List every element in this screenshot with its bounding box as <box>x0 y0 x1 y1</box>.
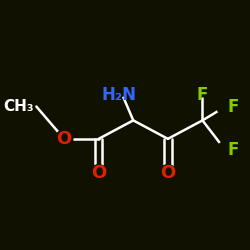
Text: O: O <box>91 164 106 182</box>
Circle shape <box>90 165 108 182</box>
Circle shape <box>217 142 234 159</box>
Circle shape <box>55 130 73 148</box>
Text: F: F <box>197 86 208 104</box>
Circle shape <box>111 79 128 97</box>
Text: F: F <box>228 142 239 160</box>
Text: CH₃: CH₃ <box>4 99 34 114</box>
Text: O: O <box>160 164 176 182</box>
Circle shape <box>194 79 211 97</box>
Circle shape <box>159 165 177 182</box>
Text: F: F <box>228 98 239 116</box>
Text: H₂N: H₂N <box>102 86 137 104</box>
Circle shape <box>217 98 234 115</box>
Text: O: O <box>56 130 72 148</box>
